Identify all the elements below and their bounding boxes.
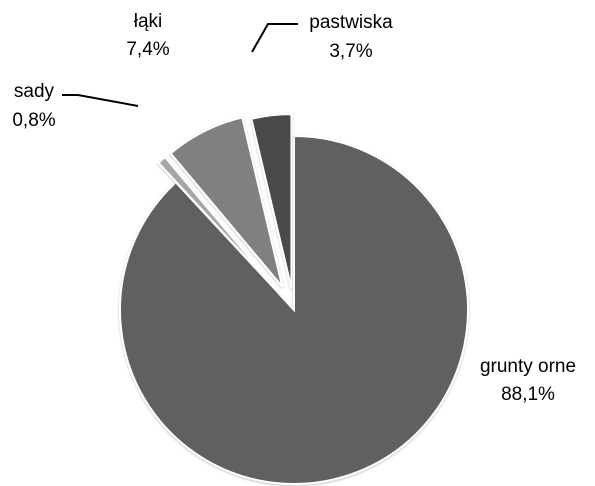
pie-slice-sady xyxy=(157,155,278,292)
leader-line-pastwiska xyxy=(251,23,298,53)
slice-label-sady: sady xyxy=(14,81,55,102)
pie-slice-łąki xyxy=(169,116,284,288)
leader-line-sady xyxy=(62,94,139,107)
slice-value-sady: 0,8% xyxy=(12,110,55,131)
slice-value-grunty-orne: 88,1% xyxy=(501,384,555,405)
leader-lines xyxy=(62,23,298,107)
slice-value-laki: 7,4% xyxy=(126,39,169,60)
pie-slices xyxy=(119,113,469,485)
pie-slice-pastwiska xyxy=(250,113,293,289)
slice-label-laki: łąki xyxy=(134,11,163,32)
slice-value-pastwiska: 3,7% xyxy=(329,41,372,62)
slice-label-pastwiska: pastwiska xyxy=(309,12,393,33)
pie-slice-grunty-orne xyxy=(119,134,469,485)
slice-label-grunty-orne: grunty orne xyxy=(480,356,576,377)
